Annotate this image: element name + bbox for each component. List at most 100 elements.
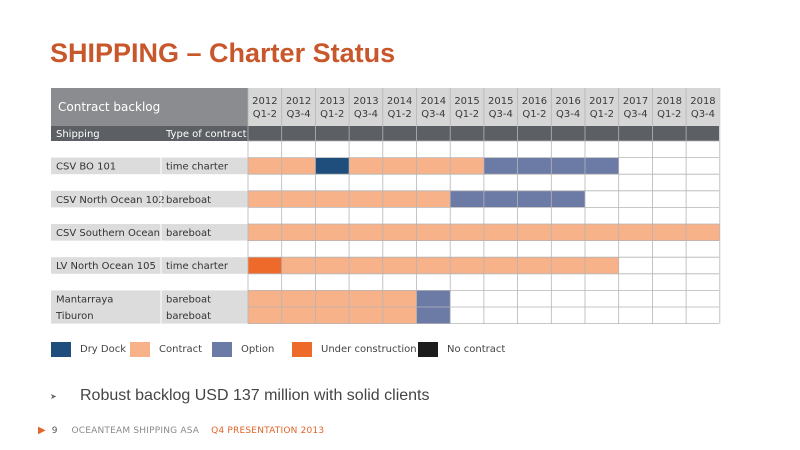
period-half-0: Q1-2 — [253, 109, 277, 120]
legend-label-contract: Contract — [159, 343, 203, 355]
cell-1-10 — [585, 157, 619, 175]
cell-1-7 — [483, 157, 518, 175]
cell-1-9 — [551, 157, 585, 175]
contract-type-10: bareboat — [166, 311, 211, 322]
legend: Dry Dock Contract Option Under construct… — [0, 341, 800, 357]
cell-1-3 — [349, 157, 383, 175]
cell-5-1 — [281, 224, 316, 241]
period-year-8: 2016 — [522, 96, 547, 107]
vessel-name-3: CSV North Ocean 102 — [56, 195, 165, 206]
cell-3-2 — [315, 190, 350, 208]
cell-9-1 — [281, 290, 316, 307]
cell-10-5 — [416, 307, 451, 324]
legend-swatch-dry-dock — [51, 341, 71, 357]
row-label-bg-5 — [51, 224, 248, 241]
period-half-11: Q3-4 — [623, 109, 647, 120]
cell-5-7 — [483, 224, 518, 241]
vessel-name-5: CSV Southern Ocean — [56, 228, 160, 239]
row-label-bg-3 — [51, 190, 248, 208]
col-header-type: Type of contract — [165, 129, 247, 140]
cell-3-4 — [382, 190, 417, 208]
period-half-12: Q1-2 — [657, 109, 681, 120]
legend-item-contract: Contract — [130, 341, 202, 357]
slide-title: SHIPPING – Charter Status — [50, 38, 396, 68]
period-year-2: 2013 — [320, 96, 345, 107]
table-subheader-bg — [51, 126, 719, 141]
table-header-title: Contract backlog — [58, 100, 160, 114]
contract-type-5: bareboat — [166, 228, 211, 239]
table-header-bg — [51, 88, 248, 126]
cell-3-5 — [416, 190, 451, 208]
cell-3-0 — [248, 190, 282, 208]
legend-item-under-construction: Under construction — [292, 341, 417, 357]
period-half-13: Q3-4 — [691, 109, 715, 120]
period-year-6: 2015 — [454, 96, 479, 107]
footer-presentation: Q4 PRESENTATION 2013 — [211, 425, 325, 436]
cell-7-8 — [517, 257, 552, 274]
cell-7-9 — [551, 257, 585, 274]
cell-7-10 — [585, 257, 619, 274]
cell-1-2 — [315, 157, 350, 175]
cell-3-3 — [349, 190, 383, 208]
legend-label-dry-dock: Dry Dock — [80, 343, 127, 355]
footer-company: OCEANTEAM SHIPPING ASA — [71, 425, 200, 436]
period-half-4: Q1-2 — [388, 109, 412, 120]
row-label-bg-7 — [51, 257, 248, 274]
cell-5-3 — [349, 224, 383, 241]
period-year-12: 2018 — [657, 96, 682, 107]
cell-5-8 — [517, 224, 552, 241]
period-year-13: 2018 — [690, 96, 715, 107]
cell-5-5 — [416, 224, 451, 241]
cell-9-0 — [248, 290, 282, 307]
cell-1-6 — [450, 157, 484, 175]
row-label-bg-9 — [51, 290, 248, 307]
footer-arrow-icon: ▶ — [38, 425, 46, 436]
cell-10-0 — [248, 307, 282, 324]
vessel-name-10: Tiburon — [55, 311, 94, 322]
period-half-1: Q3-4 — [286, 109, 310, 120]
cell-7-0 — [248, 257, 282, 274]
cell-5-13 — [686, 224, 720, 241]
legend-label-under-construction: Under construction — [321, 343, 417, 355]
cell-5-10 — [585, 224, 619, 241]
row-label-bg-1 — [51, 157, 248, 175]
legend-item-no-contract: No contract — [418, 341, 505, 357]
page-number: 9 — [51, 425, 58, 436]
row-label-bg-10 — [51, 307, 248, 324]
footer: ▶ 9 OCEANTEAM SHIPPING ASA Q4 PRESENTATI… — [38, 425, 324, 436]
cell-9-3 — [349, 290, 383, 307]
vessel-name-9: Mantarraya — [56, 294, 113, 305]
cell-7-2 — [315, 257, 350, 274]
cell-5-0 — [248, 224, 282, 241]
cell-7-4 — [382, 257, 417, 274]
period-year-4: 2014 — [387, 96, 412, 107]
period-half-2: Q1-2 — [320, 109, 344, 120]
period-half-3: Q3-4 — [354, 109, 378, 120]
period-year-3: 2013 — [353, 96, 378, 107]
cell-1-5 — [416, 157, 451, 175]
period-half-8: Q1-2 — [522, 109, 546, 120]
cell-7-1 — [281, 257, 316, 274]
period-half-5: Q3-4 — [421, 109, 445, 120]
cell-5-4 — [382, 224, 417, 241]
legend-label-option: Option — [241, 343, 275, 355]
period-year-0: 2012 — [252, 96, 277, 107]
period-year-1: 2012 — [286, 96, 311, 107]
contract-type-3: bareboat — [166, 195, 211, 206]
period-year-5: 2014 — [421, 96, 446, 107]
legend-item-dry-dock: Dry Dock — [51, 341, 126, 357]
cell-7-7 — [483, 257, 518, 274]
bullet-item: ➤ Robust backlog USD 137 million with so… — [50, 387, 430, 405]
period-year-9: 2016 — [555, 96, 580, 107]
cell-3-1 — [281, 190, 316, 208]
cell-5-2 — [315, 224, 350, 241]
cell-7-3 — [349, 257, 383, 274]
cell-9-2 — [315, 290, 350, 307]
contract-type-9: bareboat — [166, 294, 211, 305]
cell-10-3 — [349, 307, 383, 324]
cell-7-5 — [416, 257, 451, 274]
period-half-9: Q3-4 — [556, 109, 580, 120]
cell-9-5 — [416, 290, 451, 307]
bullet-text: Robust backlog USD 137 million with soli… — [80, 387, 430, 404]
period-year-7: 2015 — [488, 96, 513, 107]
